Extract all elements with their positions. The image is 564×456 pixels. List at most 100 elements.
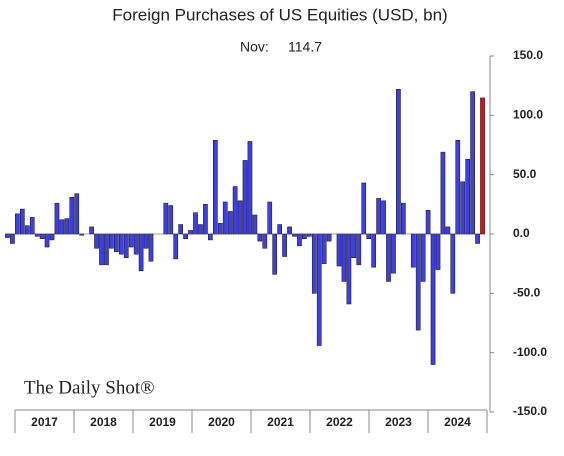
bar <box>217 223 223 235</box>
bar <box>74 193 80 235</box>
bar <box>391 233 396 274</box>
bar <box>99 233 104 266</box>
bar <box>138 233 144 272</box>
y-tick-label: 50.0 <box>513 167 537 181</box>
bar <box>133 233 139 255</box>
bar <box>307 233 312 237</box>
x-group-label: 2024 <box>444 415 471 429</box>
source-logo: The Daily Shot® <box>24 377 155 398</box>
bar <box>128 233 134 248</box>
bar <box>381 200 386 235</box>
bar <box>163 202 169 235</box>
bar <box>326 233 332 242</box>
bar <box>445 226 451 235</box>
bar <box>316 233 322 346</box>
bar <box>420 233 426 282</box>
bar <box>64 218 70 235</box>
annotation-label: Nov: <box>240 39 269 55</box>
bar <box>29 217 35 235</box>
bar <box>356 233 362 266</box>
bar <box>19 208 25 235</box>
bar <box>49 233 55 241</box>
bar <box>346 233 352 305</box>
bar <box>440 151 446 235</box>
bar <box>292 233 297 237</box>
bar <box>361 182 367 235</box>
bar <box>425 210 431 235</box>
bar <box>302 233 307 239</box>
bar <box>351 233 357 258</box>
bar <box>15 213 20 235</box>
bar <box>336 233 342 267</box>
bar <box>480 97 485 235</box>
bar <box>173 233 179 260</box>
x-group-label: 2019 <box>149 415 176 429</box>
bar <box>341 233 347 282</box>
bar <box>287 226 292 235</box>
bar <box>465 158 471 235</box>
bar <box>257 233 263 242</box>
y-tick-label: 150.0 <box>513 48 543 62</box>
bar <box>203 204 208 235</box>
bar <box>118 233 124 255</box>
bar <box>401 202 406 235</box>
bar <box>371 233 376 268</box>
bar <box>450 233 456 294</box>
bar <box>183 233 188 239</box>
bar <box>212 140 218 235</box>
bar <box>44 233 50 248</box>
annotation-value: 114.7 <box>288 39 322 55</box>
bar <box>5 233 10 238</box>
bar <box>311 233 317 294</box>
bar <box>410 233 416 268</box>
bar <box>89 226 94 235</box>
bar <box>168 205 174 235</box>
bar <box>267 201 273 235</box>
chart-title: Foreign Purchases of US Equities (USD, b… <box>112 5 447 24</box>
bar <box>297 233 302 247</box>
x-group-label: 2017 <box>31 415 58 429</box>
bar <box>188 230 193 235</box>
bar <box>262 233 268 249</box>
bar <box>59 219 65 235</box>
bar <box>104 233 109 266</box>
y-tick-label: -150.0 <box>513 404 547 418</box>
bar <box>123 233 129 258</box>
bar <box>396 88 401 235</box>
bar <box>193 212 198 235</box>
y-tick-label: -50.0 <box>513 286 541 300</box>
bar <box>94 233 99 249</box>
bar <box>430 233 436 365</box>
bar <box>208 233 213 241</box>
y-tick-label: 100.0 <box>513 108 543 122</box>
bar <box>39 233 45 239</box>
bar <box>114 233 119 253</box>
bar <box>277 224 282 235</box>
x-group-label: 2023 <box>385 415 412 429</box>
bar <box>435 233 441 270</box>
bar <box>143 233 149 249</box>
bar <box>227 211 233 235</box>
bar <box>475 233 480 244</box>
bar <box>10 233 15 244</box>
bar <box>366 233 372 239</box>
bar <box>321 233 327 264</box>
x-group-label: 2021 <box>267 415 294 429</box>
bar <box>415 233 421 331</box>
bar <box>470 91 475 235</box>
bar <box>54 202 60 235</box>
y-tick-label: -100.0 <box>513 345 547 359</box>
y-tick-label: 0.0 <box>513 226 530 240</box>
bar <box>24 225 30 235</box>
bar <box>109 233 114 249</box>
bar <box>247 141 253 235</box>
bar <box>272 233 278 275</box>
bar <box>198 224 203 235</box>
bar <box>376 198 381 235</box>
bar <box>34 233 40 237</box>
bar <box>232 186 238 235</box>
bar <box>178 224 183 235</box>
x-group-label: 2018 <box>90 415 117 429</box>
bar <box>455 140 461 235</box>
x-group-label: 2022 <box>326 415 353 429</box>
